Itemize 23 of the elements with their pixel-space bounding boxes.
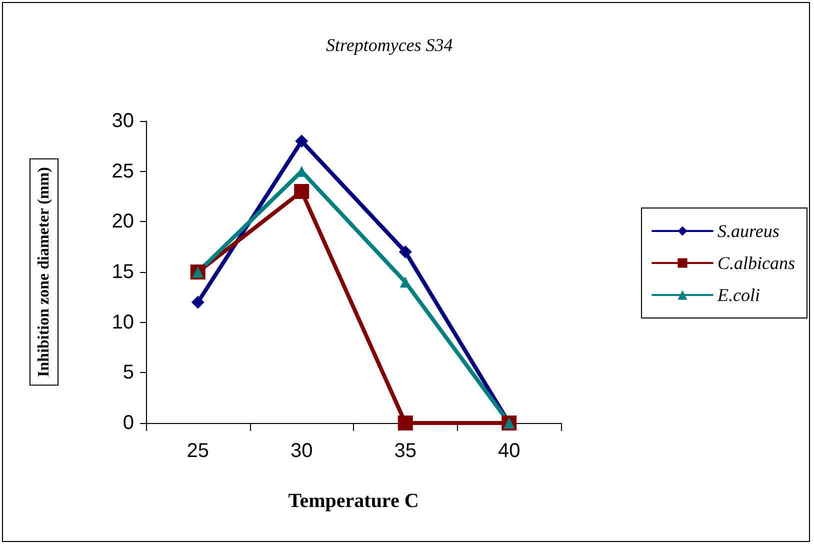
point xyxy=(400,276,411,288)
point xyxy=(398,245,412,258)
point xyxy=(294,184,310,199)
chart-title: Streptomyces S34 xyxy=(326,35,453,55)
y-axis-title: Inhibition zone diameter (mm) xyxy=(36,167,52,377)
y-tick-label: 20 xyxy=(112,210,134,233)
y-tick-label: 25 xyxy=(112,160,134,182)
x-axis-title: Temperature C xyxy=(288,490,419,512)
y-tick-label: 0 xyxy=(122,412,134,434)
point xyxy=(295,134,308,148)
x-tick-label: 35 xyxy=(394,440,416,462)
legend-label: E.coli xyxy=(716,285,760,305)
y-tick-label: 15 xyxy=(112,261,134,283)
legend-label: C.albicans xyxy=(718,253,796,273)
point xyxy=(398,416,413,430)
legend-label: S.aureus xyxy=(718,221,780,241)
x-tick-label: 25 xyxy=(186,440,209,462)
y-tick-label: 30 xyxy=(112,110,134,132)
y-tick-label: 5 xyxy=(122,362,134,384)
x-tick-label: 30 xyxy=(290,440,313,462)
x-tick-label: 40 xyxy=(498,440,520,462)
y-tick-label: 10 xyxy=(112,311,134,334)
point xyxy=(191,296,204,309)
